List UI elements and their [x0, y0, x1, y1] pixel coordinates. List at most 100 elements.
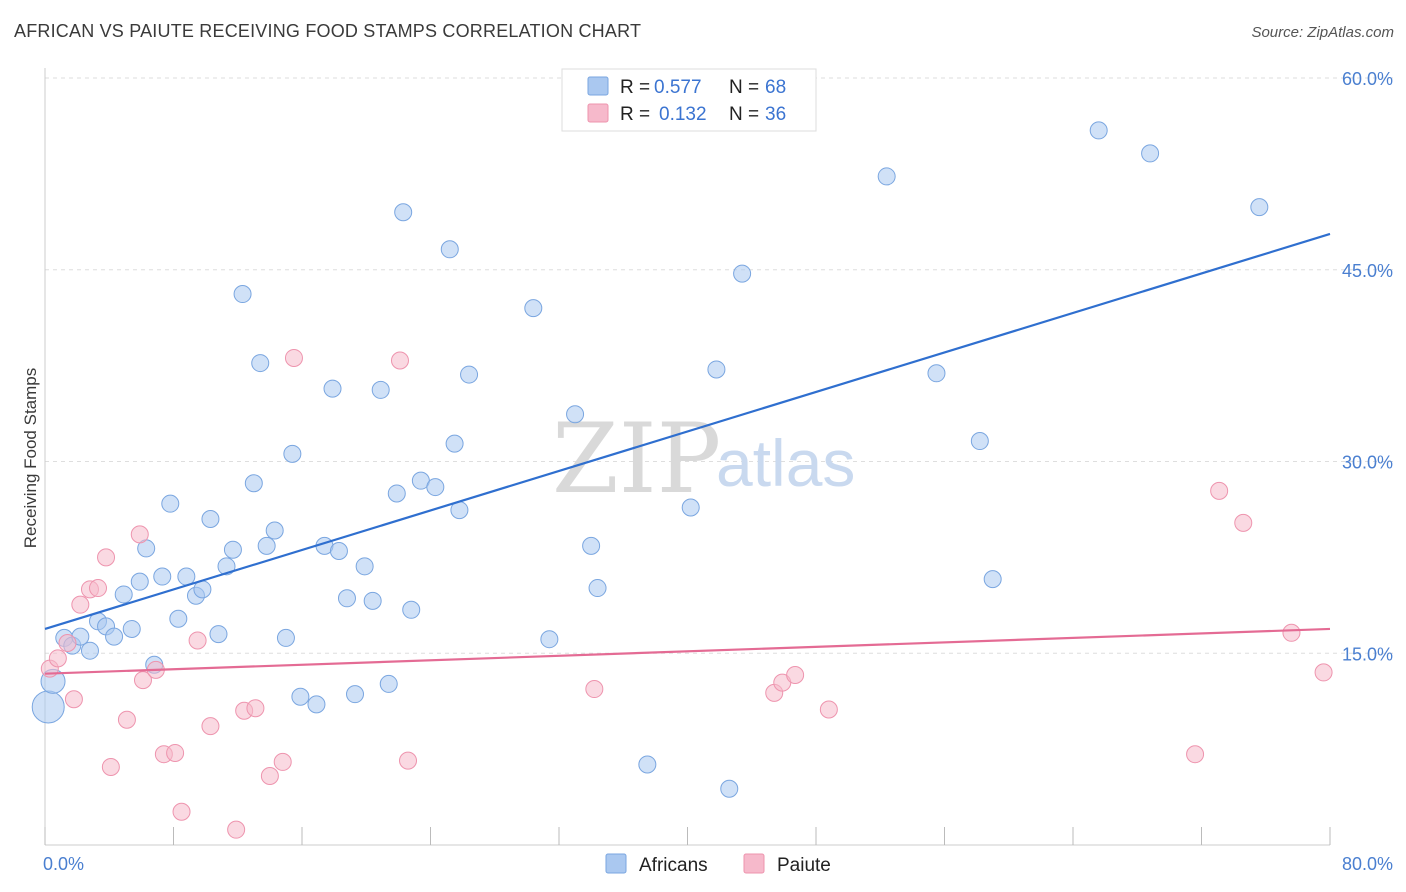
data-point-paiute [172, 802, 191, 821]
watermark-zip: ZIP [552, 403, 721, 515]
data-point-africans [209, 625, 228, 644]
data-point-paiute [227, 820, 246, 839]
data-point-africans [161, 494, 180, 513]
data-point-paiute [71, 595, 90, 614]
data-point-africans [105, 627, 124, 646]
data-point-africans [387, 484, 406, 503]
data-point-africans [983, 570, 1002, 589]
y-tick-label: 60.0% [1342, 69, 1393, 89]
data-point-africans [169, 609, 188, 628]
data-point-africans [80, 641, 99, 660]
data-point-africans [445, 434, 464, 453]
data-point-africans [733, 264, 752, 283]
data-point-africans [329, 541, 348, 560]
data-point-paiute [399, 751, 418, 770]
data-point-africans [588, 579, 607, 598]
data-point-paiute [201, 717, 220, 736]
data-point-africans [371, 380, 390, 399]
y-tick-label: 45.0% [1342, 261, 1393, 281]
y-axis-label: Receiving Food Stamps [21, 368, 40, 548]
legend-r-label: R = [620, 104, 650, 125]
data-point-paiute [97, 548, 116, 567]
data-point-africans [217, 557, 236, 576]
watermark: ZIP atlas [552, 403, 855, 515]
data-point-paiute [117, 710, 136, 729]
data-point-africans [223, 540, 242, 559]
data-point-africans [153, 567, 172, 586]
data-point-africans [460, 365, 479, 384]
legend-swatch-africans [587, 76, 609, 96]
watermark-atlas: atlas [716, 426, 855, 500]
data-point-africans [283, 444, 302, 463]
data-point-africans [122, 619, 141, 638]
data-point-africans [307, 695, 326, 714]
bottom-legend-africans: Africans [639, 855, 708, 876]
legend-r-value-africans: 0.577 [654, 77, 702, 98]
data-point-africans [355, 557, 374, 576]
data-point-africans [566, 405, 585, 424]
data-point-africans [130, 572, 149, 591]
data-point-africans [1089, 121, 1108, 140]
data-point-africans [1250, 198, 1269, 217]
bottom-legend-paiute: Paiute [777, 855, 831, 876]
data-point-africans [363, 591, 382, 610]
bottom-legend-swatch-paiute [743, 853, 765, 874]
trend-line-paiute [44, 627, 1331, 675]
data-points [31, 121, 1333, 839]
trend-lines [44, 232, 1331, 675]
y-tick-label: 30.0% [1342, 453, 1393, 473]
data-point-africans [337, 589, 356, 608]
bottom-legend-swatch-africans [605, 853, 627, 874]
data-point-paiute [1210, 481, 1229, 500]
trend-line-africans [44, 232, 1331, 631]
data-point-africans [323, 379, 342, 398]
data-point-africans [927, 364, 946, 383]
data-point-africans [402, 600, 421, 619]
chart-title: AFRICAN VS PAIUTE RECEIVING FOOD STAMPS … [14, 21, 642, 41]
legend-n-label: N = [729, 104, 759, 125]
data-point-paiute [130, 525, 149, 544]
data-point-africans [346, 685, 365, 704]
x-tick-label: 80.0% [1342, 854, 1393, 874]
legend-n-label: N = [729, 77, 759, 98]
data-point-africans [379, 674, 398, 693]
data-point-africans [877, 167, 896, 186]
legend-n-value-paiute: 36 [765, 104, 786, 125]
x-tick-label: 0.0% [43, 854, 84, 874]
data-point-africans [291, 687, 310, 706]
data-point-paiute [260, 766, 279, 785]
legend-swatch-paiute [587, 103, 609, 123]
data-point-paiute [58, 634, 77, 653]
data-point-africans [244, 474, 263, 493]
legend-r-value-paiute: 0.132 [659, 104, 707, 125]
data-point-paiute [133, 671, 152, 690]
data-point-africans [681, 498, 700, 517]
data-point-africans [394, 203, 413, 222]
data-point-africans [177, 567, 196, 586]
data-point-africans [440, 240, 459, 259]
data-point-paiute [166, 743, 185, 762]
data-point-africans [970, 432, 989, 451]
data-point-africans [257, 536, 276, 555]
data-point-africans [707, 360, 726, 379]
data-point-paiute [585, 680, 604, 699]
data-point-africans [233, 285, 252, 304]
data-point-africans [1141, 144, 1160, 163]
data-point-paiute [101, 758, 120, 777]
data-point-africans [540, 630, 559, 649]
legend-r-label: R = [620, 77, 650, 98]
data-point-paiute [64, 690, 83, 709]
data-point-paiute [390, 351, 409, 370]
data-point-africans [276, 628, 295, 647]
data-point-paiute [188, 631, 207, 650]
data-point-africans [524, 299, 543, 318]
legend-box: R = 0.577 N = 68 R = 0.132 N = 36 [561, 68, 817, 132]
bottom-legend: Africans Paiute [605, 853, 831, 876]
tick-labels: 15.0% 30.0% 45.0% 60.0% 0.0% 80.0% [43, 69, 1393, 874]
data-point-africans [265, 521, 284, 540]
y-tick-label: 15.0% [1342, 644, 1393, 664]
data-point-paiute [284, 348, 303, 367]
data-point-paiute [246, 699, 265, 718]
source-credit: Source: ZipAtlas.com [1251, 24, 1394, 41]
data-point-paiute [1234, 513, 1253, 532]
